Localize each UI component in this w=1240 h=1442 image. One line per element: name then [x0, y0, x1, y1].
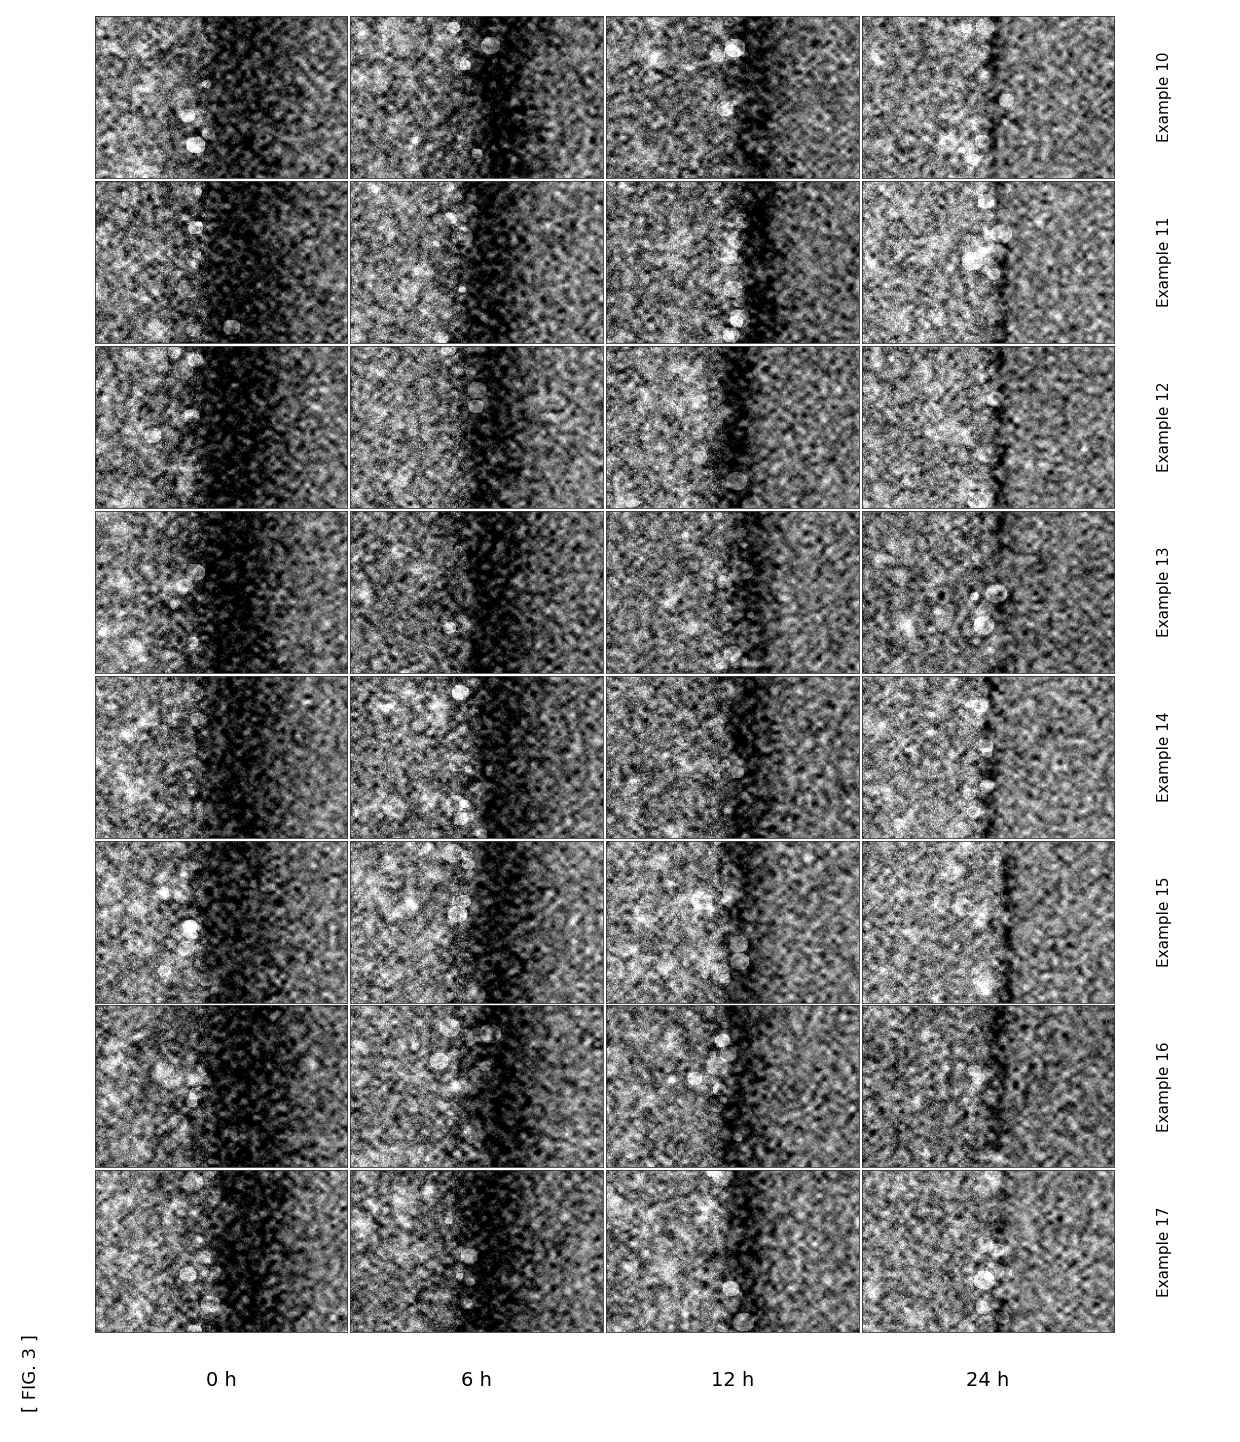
Text: [ FIG. 3 ]: [ FIG. 3 ]	[22, 1334, 40, 1413]
Text: 12 h: 12 h	[711, 1371, 754, 1390]
Text: Example 16: Example 16	[1157, 1041, 1172, 1132]
Text: Example 10: Example 10	[1157, 52, 1172, 143]
Text: Example 14: Example 14	[1157, 711, 1172, 802]
Text: Example 17: Example 17	[1157, 1206, 1172, 1296]
Text: Example 13: Example 13	[1157, 547, 1172, 637]
Text: Example 11: Example 11	[1157, 216, 1172, 307]
Text: Example 12: Example 12	[1157, 382, 1172, 472]
Text: 0 h: 0 h	[206, 1371, 237, 1390]
Text: 24 h: 24 h	[966, 1371, 1009, 1390]
Text: Example 15: Example 15	[1157, 877, 1172, 966]
Text: 6 h: 6 h	[461, 1371, 492, 1390]
